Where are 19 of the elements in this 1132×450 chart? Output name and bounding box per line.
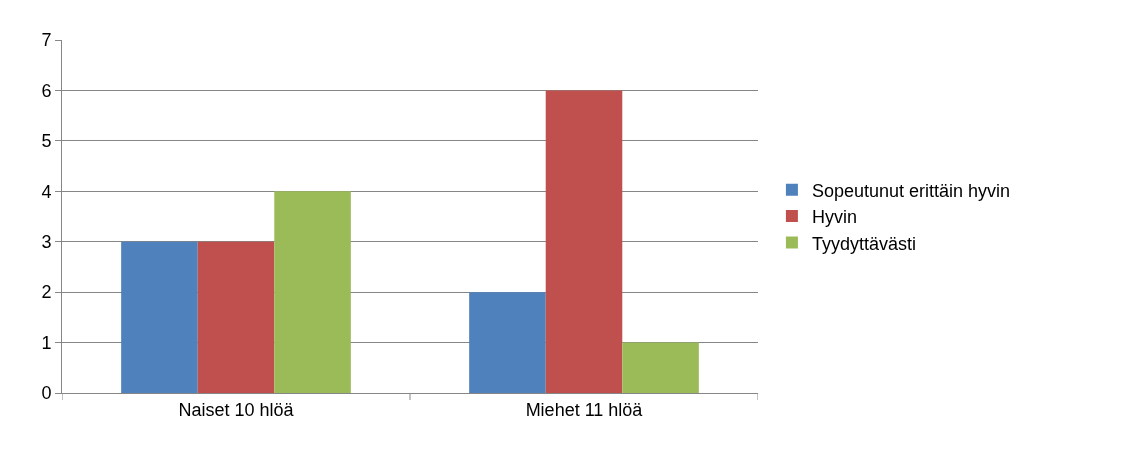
y-tick-label: 2 bbox=[41, 282, 52, 303]
y-tick-label: 6 bbox=[41, 80, 52, 101]
bar bbox=[197, 241, 275, 393]
bar bbox=[622, 342, 699, 393]
y-tick-label: 7 bbox=[41, 30, 52, 51]
y-tick-label: 3 bbox=[41, 232, 52, 253]
x-tick-label: Naiset 10 hlöä bbox=[178, 399, 295, 420]
y-tick-label: 4 bbox=[41, 181, 52, 202]
y-tick-label: 1 bbox=[41, 332, 52, 353]
bar bbox=[274, 191, 351, 393]
y-tick-label: 5 bbox=[41, 131, 52, 152]
bar bbox=[121, 241, 198, 393]
legend-label: Hyvin bbox=[811, 207, 857, 228]
y-tick-label: 0 bbox=[41, 383, 52, 404]
bar bbox=[469, 292, 546, 393]
legend-label: Tyydyttävästi bbox=[811, 233, 916, 254]
bar bbox=[545, 90, 623, 393]
x-tick-label: Miehet 11 hlöä bbox=[525, 399, 644, 420]
legend-label: Sopeutunut erittäin hyvin bbox=[811, 180, 1011, 201]
